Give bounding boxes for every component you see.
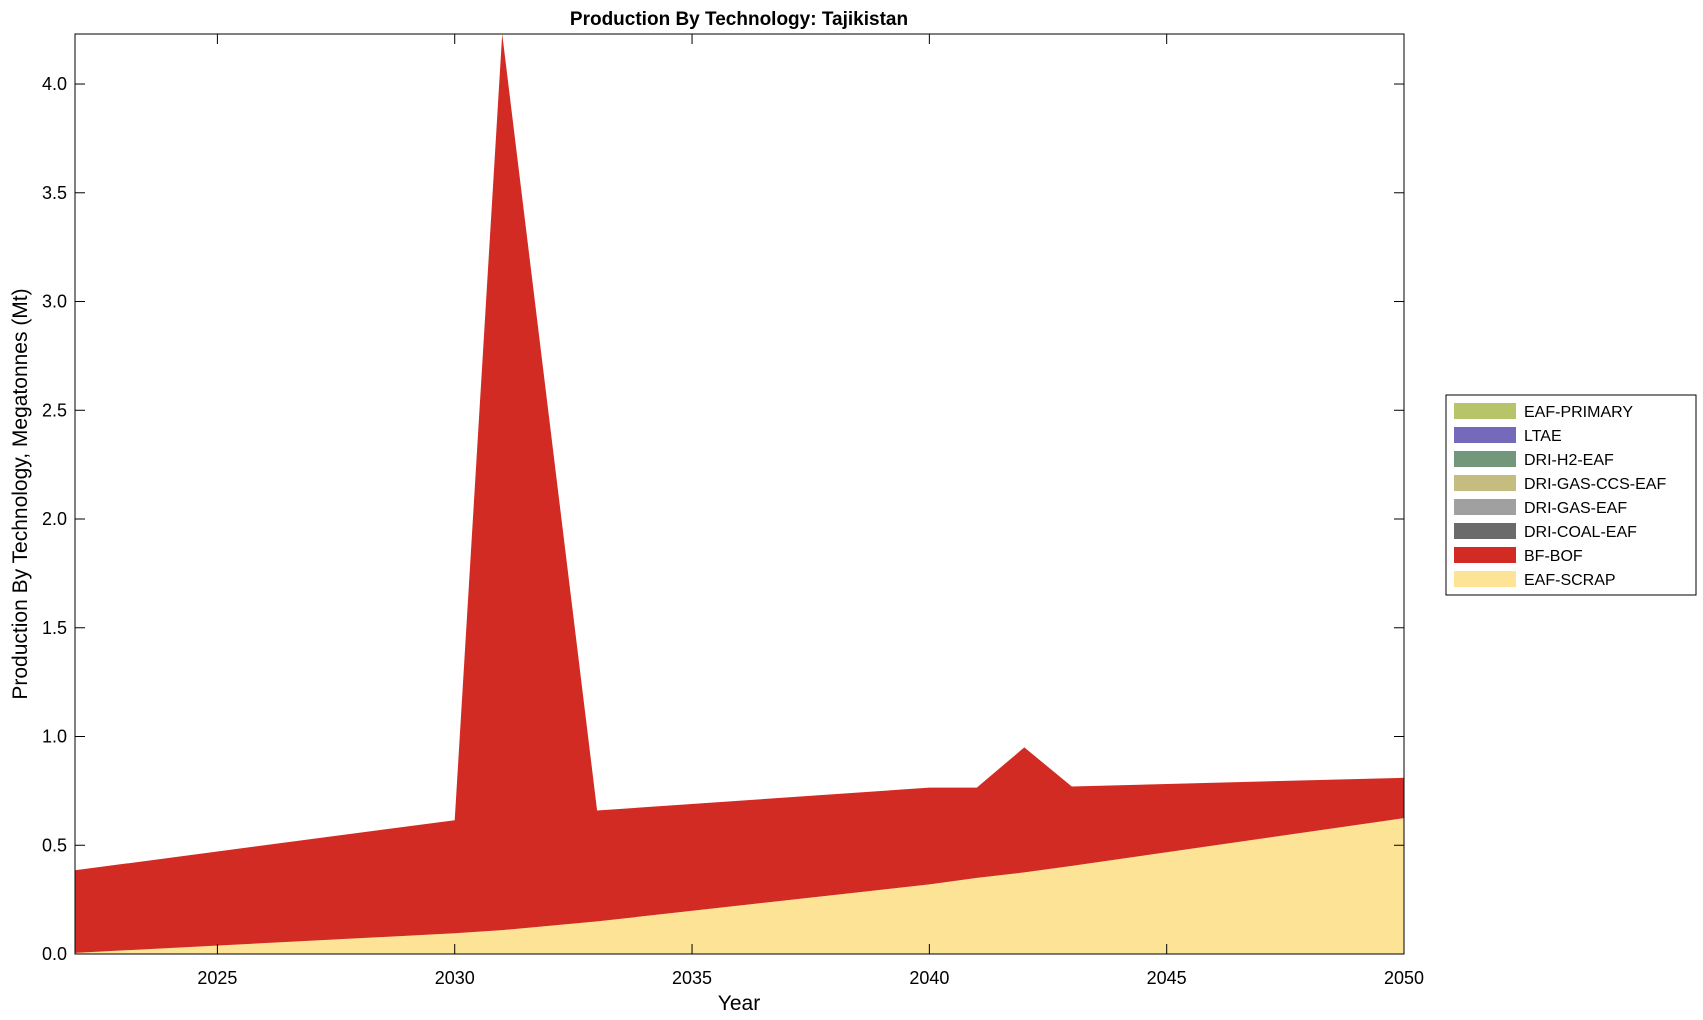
x-tick-label: 2050	[1384, 968, 1424, 988]
y-tick-label: 4.0	[42, 74, 67, 94]
y-tick-label: 1.5	[42, 618, 67, 638]
x-tick-label: 2030	[435, 968, 475, 988]
y-tick-label: 2.0	[42, 509, 67, 529]
legend-swatch-ltae	[1454, 427, 1516, 443]
legend-label-eaf-scrap: EAF-SCRAP	[1524, 572, 1616, 589]
x-tick-label: 2025	[197, 968, 237, 988]
y-tick-labels: 0.0 0.5 1.0 1.5 2.0 2.5 3.0 3.5 4.0	[42, 74, 67, 964]
y-tick-label: 3.5	[42, 183, 67, 203]
y-tick-label: 3.0	[42, 292, 67, 312]
y-tick-label: 2.5	[42, 400, 67, 420]
legend-swatch-dri-gas-eaf	[1454, 499, 1516, 515]
x-tick-label: 2035	[672, 968, 712, 988]
x-axis-label: Year	[718, 992, 760, 1015]
plot-frame	[74, 33, 1405, 955]
legend-label-ltae: LTAE	[1524, 428, 1562, 445]
chart-title: Production By Technology: Tajikistan	[570, 9, 908, 30]
legend-label-eaf-primary: EAF-PRIMARY	[1524, 404, 1633, 421]
x-tick-label: 2045	[1147, 968, 1187, 988]
legend-box	[1445, 394, 1697, 596]
x-tick-labels: 2025 2030 2035 2040 2045 2050	[197, 968, 1424, 988]
legend-label-dri-coal-eaf: DRI-COAL-EAF	[1524, 524, 1637, 541]
legend-swatch-dri-gas-ccs-eaf	[1454, 475, 1516, 491]
legend-swatch-dri-coal-eaf	[1454, 523, 1516, 539]
y-tick-label: 1.0	[42, 727, 67, 747]
legend-swatch-bf-bof	[1454, 547, 1516, 563]
legend-swatch-eaf-primary	[1454, 403, 1516, 419]
y-tick-label: 0.5	[42, 835, 67, 855]
legend-swatch-dri-h2-eaf	[1454, 451, 1516, 467]
x-tick-label: 2040	[909, 968, 949, 988]
legend-swatch-eaf-scrap	[1454, 571, 1516, 587]
area-bf-bof	[75, 34, 1404, 953]
area-eaf-scrap	[75, 818, 1404, 954]
y-tick-label: 0.0	[42, 944, 67, 964]
legend-label-dri-h2-eaf: DRI-H2-EAF	[1524, 452, 1614, 469]
area-series-group	[75, 34, 1404, 954]
legend-label-dri-gas-eaf: DRI-GAS-EAF	[1524, 500, 1627, 517]
legend-label-bf-bof: BF-BOF	[1524, 548, 1583, 565]
legend-label-dri-gas-ccs-eaf: DRI-GAS-CCS-EAF	[1524, 476, 1666, 493]
legend: EAF-PRIMARY LTAE DRI-H2-EAF DRI-GAS-CCS-EAF…	[1445, 394, 1697, 596]
y-axis-label: Production By Technology, Megatonnes (Mt…	[9, 288, 32, 699]
